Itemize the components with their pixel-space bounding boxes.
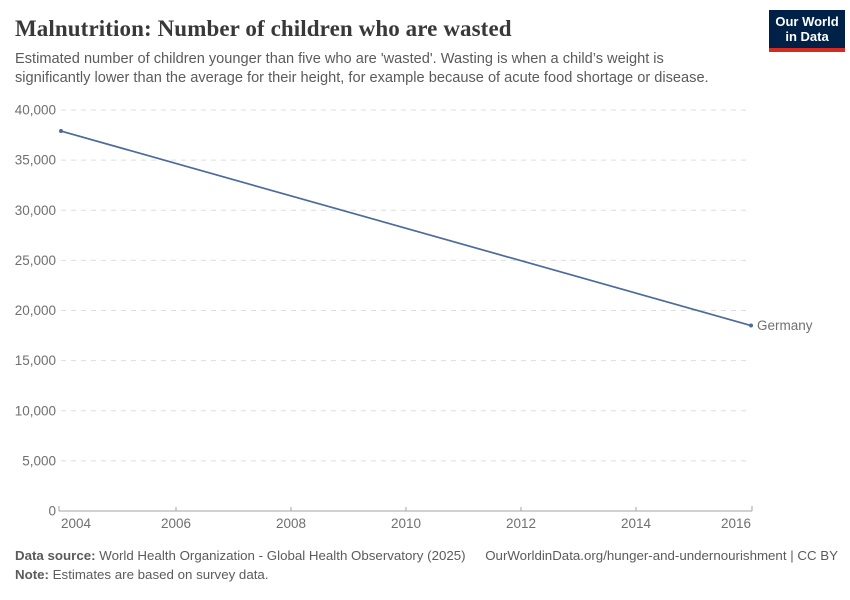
y-axis-tick-label: 15,000 (15, 353, 56, 368)
x-axis-tick-label: 2008 (276, 516, 306, 531)
x-axis-tick-label: 2012 (506, 516, 536, 531)
y-axis-tick-label: 25,000 (15, 253, 56, 268)
y-axis-tick-label: 10,000 (15, 403, 56, 418)
y-axis-tick-label: 30,000 (15, 203, 56, 218)
owid-logo-line1: Our World (775, 14, 839, 29)
y-axis-tick-label: 40,000 (15, 103, 56, 118)
page-title: Malnutrition: Number of children who are… (15, 16, 512, 41)
data-source-text: World Health Organization - Global Healt… (95, 548, 466, 563)
citation-link[interactable]: OurWorldinData.org/hunger-and-undernouri… (485, 548, 838, 563)
owid-logo-line2: in Data (785, 29, 829, 44)
note-label: Note: (15, 567, 49, 582)
series-line (60, 130, 752, 327)
x-axis-tick-label: 2004 (61, 516, 92, 531)
data-source-label: Data source: (15, 548, 96, 563)
data-source: Data source: World Health Organization -… (15, 546, 466, 565)
y-axis-tick-label: 20,000 (15, 303, 56, 318)
chart-footer: Data source: World Health Organization -… (15, 546, 838, 584)
x-axis-tick-label: 2006 (161, 516, 191, 531)
y-axis-tick-label: 5,000 (22, 453, 56, 468)
x-axis-tick-label: 2014 (621, 516, 652, 531)
series-end-label[interactable]: Germany (757, 318, 813, 333)
data-point-marker (749, 323, 753, 328)
x-axis-tick-label: 2010 (391, 516, 421, 531)
y-axis-tick-label: 0 (48, 504, 56, 519)
x-axis-tick-label: 2016 (721, 516, 751, 531)
data-point-marker (59, 129, 63, 134)
y-axis-tick-label: 35,000 (15, 153, 56, 168)
note-text: Estimates are based on survey data. (48, 567, 269, 582)
owid-logo[interactable]: Our World in Data (769, 10, 845, 52)
chart-subtitle: Estimated number of children younger tha… (15, 51, 709, 86)
